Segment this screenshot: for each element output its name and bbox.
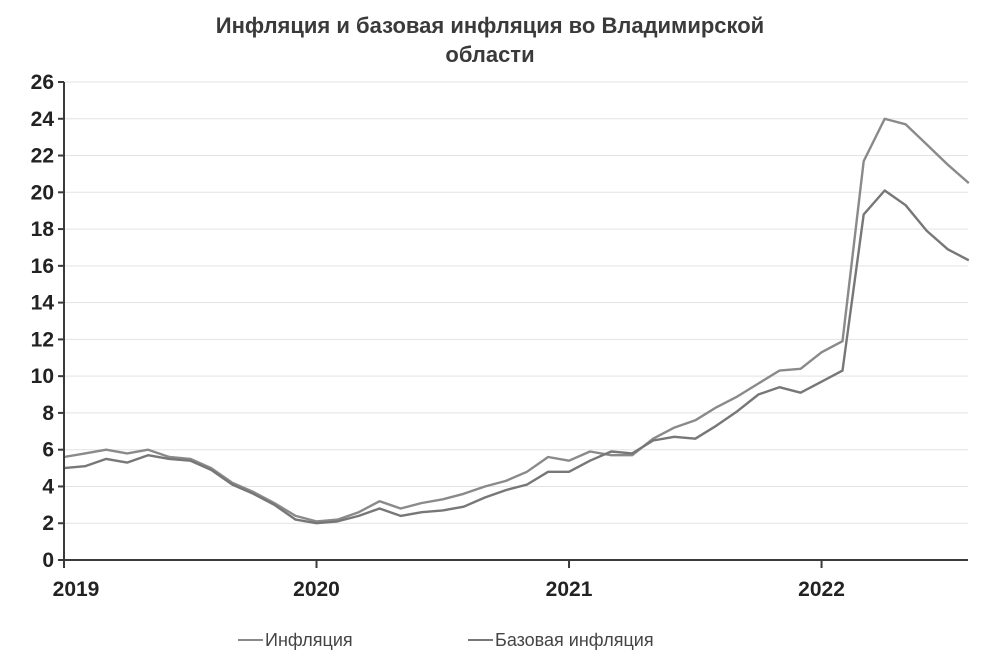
y-tick-label: 12 [31,328,54,351]
y-tick-label: 16 [31,255,54,278]
y-tick-label: 18 [31,218,55,241]
y-tick-label: 0 [42,549,54,572]
legend: Инфляция Базовая инфляция [238,630,654,650]
series-lines [63,117,970,525]
legend-label-core-inflation: Базовая инфляция [495,630,654,650]
series-line-core-inflation [63,189,970,525]
chart-title-line-1: Инфляция и базовая инфляция во Владимирс… [216,13,764,38]
y-tick-label: 2 [42,512,54,535]
y-tick-label: 22 [31,145,54,168]
legend-label-inflation: Инфляция [265,630,353,650]
x-tick-label: 2021 [546,578,593,601]
x-tick-label: 2022 [798,578,845,601]
x-tick-label: 2020 [293,578,340,601]
y-tick-label: 24 [31,108,55,131]
x-axis-ticks: 2019 2020 2021 2022 [53,560,845,601]
chart-title-line-2: области [445,42,534,67]
x-tick-label: 2019 [53,578,100,601]
y-tick-label: 8 [42,402,54,425]
series-line-inflation [63,117,970,523]
y-tick-label: 14 [31,292,55,315]
y-tick-label: 26 [31,71,54,94]
y-tick-label: 6 [42,439,54,462]
y-tick-label: 10 [31,365,54,388]
y-tick-label: 4 [42,475,54,498]
y-tick-label: 20 [31,181,54,204]
grid [64,81,968,524]
